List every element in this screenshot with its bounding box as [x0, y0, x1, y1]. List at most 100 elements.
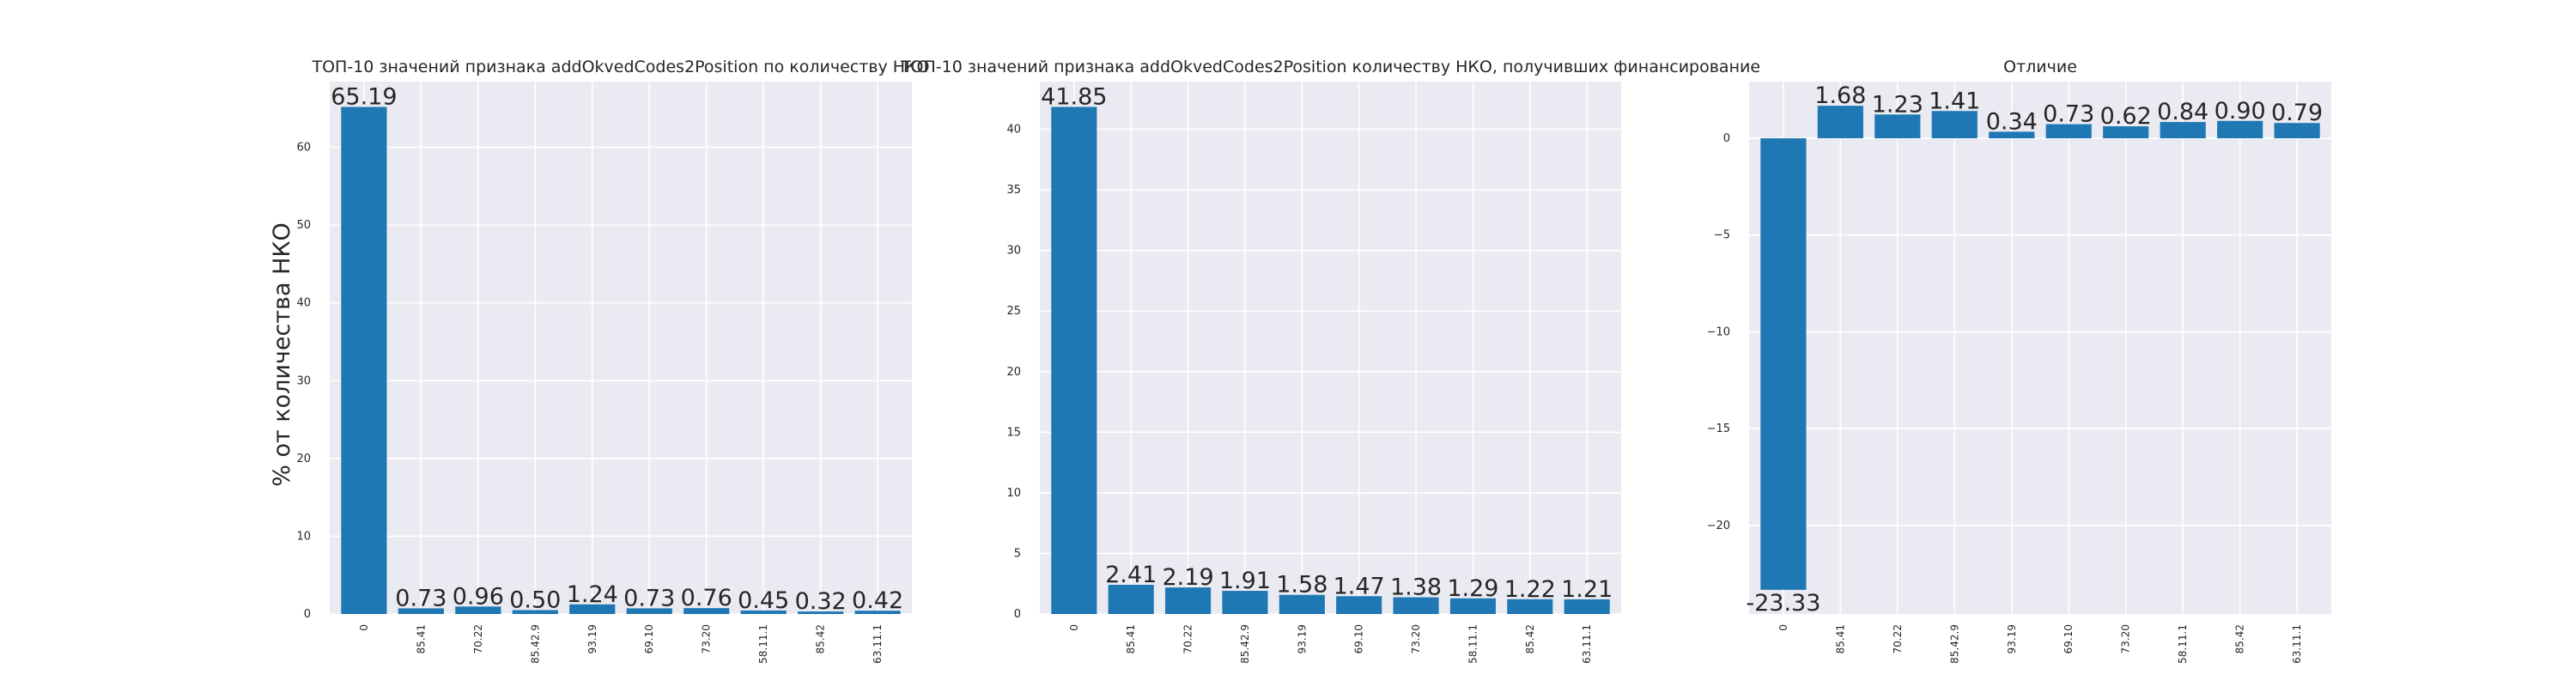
data-label: 2.19: [1163, 564, 1214, 591]
x-tick-label: 85.42.9: [1239, 624, 1251, 664]
x-tick-label: 85.41: [1834, 624, 1846, 654]
x-tick-label: 85.42: [1524, 624, 1536, 654]
data-label: 0.32: [795, 588, 847, 615]
bar: [2103, 126, 2149, 139]
data-label: 0.34: [1986, 108, 2038, 135]
bar: [683, 608, 730, 614]
bar: [1507, 599, 1553, 614]
bar: [798, 611, 844, 614]
y-tick-label: 30: [1006, 245, 1021, 258]
bar: [341, 106, 387, 614]
bar: [1989, 131, 2035, 139]
x-tick-label: 85.41: [1125, 624, 1137, 654]
bar: [1760, 138, 1807, 590]
x-tick-label: 70.22: [1892, 624, 1904, 654]
bar: [1279, 594, 1325, 614]
bar: [2217, 120, 2263, 139]
chart-title: ТОП-10 значений признака addOkvedCodes2P…: [311, 58, 929, 76]
y-tick-label: 15: [1006, 426, 1021, 439]
data-label: 1.68: [1814, 82, 1866, 109]
data-label: 0.62: [2100, 103, 2152, 130]
x-tick-label: 58.11.1: [757, 624, 769, 664]
data-label: 0.96: [453, 583, 504, 610]
plot-area: [1040, 82, 1621, 614]
x-tick-label: 69.10: [643, 624, 655, 654]
x-tick-label: 0: [1777, 624, 1789, 631]
x-tick-label: 69.10: [1353, 624, 1365, 654]
y-tick-label: −20: [1707, 520, 1730, 532]
x-tick-label: 93.19: [2006, 624, 2018, 654]
bar: [740, 610, 787, 614]
bar: [2274, 123, 2320, 139]
bar: [1051, 106, 1097, 614]
x-tick-label: 70.22: [1182, 624, 1194, 654]
y-tick-label: 20: [296, 453, 311, 465]
x-tick-label: 73.20: [1410, 624, 1422, 654]
y-tick-label: 40: [1006, 124, 1021, 137]
bar: [1336, 596, 1382, 614]
data-label: 0.79: [2271, 100, 2323, 126]
y-tick-label: 50: [296, 219, 311, 232]
x-tick-label: 93.19: [586, 624, 598, 654]
x-tick-label: 85.42: [815, 624, 827, 654]
y-tick-label: 0: [1014, 608, 1021, 621]
chart-panel-1: 0 10 20 30 40 50 60 65.19 0 0.73 85.41 0.96 70.22 0.5…: [296, 58, 929, 664]
x-tick-label: 85.42: [2234, 624, 2246, 654]
data-label: 1.47: [1334, 573, 1385, 599]
data-label: 0.73: [2043, 101, 2094, 128]
bar: [2160, 122, 2206, 139]
data-label: 1.29: [1447, 575, 1498, 602]
bar: [1165, 587, 1212, 614]
bar: [512, 610, 558, 614]
data-label: 1.23: [1872, 91, 1923, 118]
bar: [1393, 597, 1439, 614]
x-tick-label: 70.22: [472, 624, 484, 654]
y-tick-label: −15: [1707, 423, 1730, 435]
x-tick-label: 85.41: [415, 624, 427, 654]
bar: [1564, 599, 1610, 614]
bar: [1931, 111, 1978, 139]
data-label: 0.42: [852, 587, 903, 614]
data-label: 0.90: [2215, 98, 2266, 125]
y-tick-label: −5: [1714, 229, 1730, 242]
bar: [1222, 591, 1268, 614]
y-tick-label: 5: [1014, 547, 1021, 560]
x-tick-label: 58.11.1: [1467, 624, 1479, 664]
y-tick-label: 0: [304, 608, 311, 621]
x-tick-label: 63.11.1: [2291, 624, 2303, 664]
x-tick-label: 93.19: [1296, 624, 1308, 654]
y-tick-label: 35: [1006, 184, 1021, 197]
x-tick-label: 85.42.9: [529, 624, 541, 664]
data-label: 0.76: [681, 585, 732, 611]
y-tick-label: 60: [296, 142, 311, 155]
data-label: 0.73: [623, 585, 675, 611]
x-tick-label: 85.42.9: [1948, 624, 1960, 664]
chart-title: Отличие: [2003, 58, 2077, 76]
data-label: -23.33: [1746, 590, 1820, 617]
bar: [854, 611, 901, 614]
data-label: 0.45: [738, 587, 789, 614]
data-label: 1.41: [1929, 88, 1980, 114]
bar: [1817, 106, 1863, 139]
data-label: 0.84: [2157, 99, 2208, 125]
data-label: 0.73: [395, 585, 447, 611]
bar: [1874, 114, 1921, 139]
plot-area: [1749, 82, 2331, 614]
y-tick-label: 20: [1006, 366, 1021, 379]
y-tick-label: 10: [1006, 487, 1021, 500]
y-tick-label: 25: [1006, 305, 1021, 318]
chart-panel-3: −20 −15 −10 −5 0 -23.33 0 1.68 85.41 1.23 70.22 1.4…: [1707, 58, 2331, 664]
x-tick-label: 73.20: [701, 624, 713, 654]
data-label: 2.41: [1105, 562, 1157, 588]
x-tick-label: 58.11.1: [2177, 624, 2189, 664]
chart-title: ТОП-10 значений признака addOkvedCodes2P…: [900, 58, 1760, 76]
bar: [569, 604, 616, 614]
bar: [2045, 124, 2092, 139]
data-label: 0.50: [509, 587, 561, 613]
x-tick-label: 63.11.1: [1581, 624, 1593, 664]
data-label: 1.24: [567, 581, 618, 608]
data-label: 1.21: [1561, 576, 1613, 603]
data-label: 1.38: [1390, 575, 1442, 601]
chart-panel-2: 0 5 10 15 20 25 30 35 40 41.85 0 2.41 85.41 2.19 70.22…: [900, 58, 1760, 664]
